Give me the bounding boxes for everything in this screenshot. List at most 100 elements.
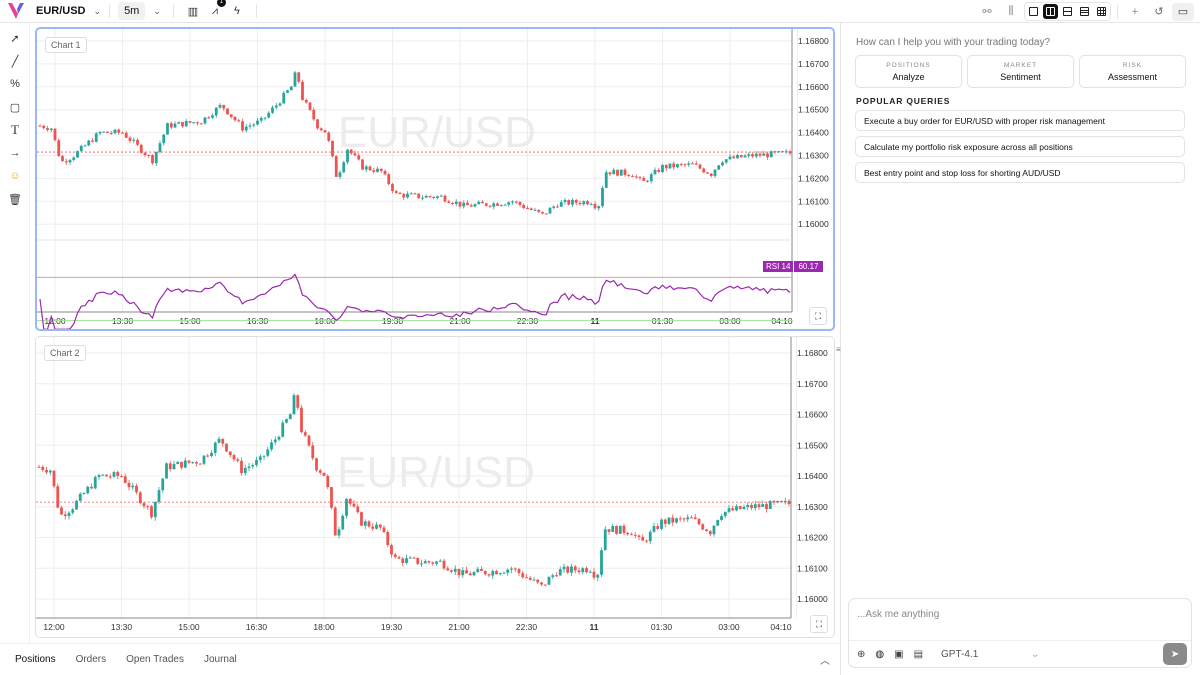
candle-body [420, 563, 423, 565]
candle-body [79, 145, 83, 152]
image-icon[interactable]: ▣ [894, 649, 904, 660]
chart-2-canvas[interactable]: 12:00 13:30 15:00 16:30 18:00 19:30 21:00 22:30… [36, 337, 835, 638]
candle-body [128, 137, 132, 141]
candle-body [199, 123, 203, 125]
card-risk-assessment[interactable]: RISK Assessment [1079, 55, 1186, 88]
candle-body [53, 128, 57, 141]
candle-body [71, 509, 75, 513]
chart-2[interactable]: 12:00 13:30 15:00 16:30 18:00 19:30 21:00 22:30… [35, 336, 835, 638]
send-button[interactable]: ➤ [1163, 643, 1187, 665]
candle-body [196, 122, 199, 124]
timeframe-button[interactable]: 5m [118, 2, 146, 20]
query-item[interactable]: Best entry point and stop loss for short… [855, 162, 1185, 183]
candle-body [176, 461, 180, 465]
query-item[interactable]: Calculate my portfolio risk exposure acr… [855, 136, 1185, 157]
candle-body [769, 151, 773, 158]
globe-icon[interactable]: ⊕ [857, 649, 866, 660]
candle-body [109, 132, 113, 134]
tab-positions[interactable]: Positions [15, 654, 56, 665]
candle-body [706, 172, 709, 174]
chat-input[interactable]: ...Ask me anything ⊕ ◍ ▣ ▤ GPT-4.1 ⌄ ➤ [848, 598, 1192, 668]
chart-type-icon[interactable]: ▥ [187, 5, 199, 18]
query-item[interactable]: Execute a buy order for EUR/USD with pro… [855, 110, 1185, 131]
candle-body [484, 203, 488, 206]
price-tick-label: 1.16300 [798, 151, 829, 161]
candle-body [511, 201, 514, 203]
history-icon[interactable]: ↺ [1154, 6, 1164, 18]
candle-body [544, 213, 548, 215]
text-icon[interactable]: T [11, 122, 19, 137]
price-tick-label: 1.16100 [797, 563, 828, 573]
cursor-icon[interactable]: ➚ [10, 32, 20, 45]
layout-grid-button[interactable] [1094, 4, 1109, 19]
rectangle-icon[interactable]: ▢ [9, 101, 21, 114]
candle-body [394, 191, 398, 193]
candle-body [237, 120, 241, 122]
fullscreen-icon[interactable]: ⛶ [810, 615, 828, 633]
time-tick-label: 01:30 [651, 622, 673, 632]
candle-body [517, 569, 521, 574]
fullscreen-icon[interactable]: ⛶ [809, 307, 827, 325]
candle-body [566, 566, 570, 573]
chat-toggle-icon[interactable]: ▭ [1172, 2, 1194, 21]
candle-body [768, 501, 772, 509]
candle-body [567, 200, 571, 205]
model-selector[interactable]: GPT-4.1 [941, 649, 979, 660]
candle-body [439, 195, 443, 197]
layout-two-columns-button[interactable] [1043, 4, 1058, 19]
time-tick-label: 16:30 [246, 622, 268, 632]
candle-body [721, 162, 724, 166]
tab-open-trades[interactable]: Open Trades [126, 654, 184, 665]
candle-body [416, 557, 420, 564]
candle-body [705, 529, 708, 532]
lightning-icon[interactable]: ϟ [233, 5, 240, 17]
candle-body [296, 395, 300, 408]
candle-body [642, 177, 646, 181]
layout-single-button[interactable] [1026, 4, 1041, 19]
candle-body [496, 203, 499, 206]
time-tick-label: 18:00 [313, 622, 335, 632]
tab-journal[interactable]: Journal [203, 654, 237, 665]
chat-input-placeholder[interactable]: ...Ask me anything [857, 609, 940, 620]
candle-body [292, 395, 296, 415]
layout-three-rows-button[interactable] [1077, 4, 1092, 19]
link-icon[interactable]: ⚯ [982, 6, 992, 18]
layout-two-rows-button[interactable] [1060, 4, 1075, 19]
panel-divider[interactable] [840, 23, 841, 675]
candle-body [271, 107, 274, 113]
symbol-selector[interactable]: EUR/USD [36, 5, 86, 17]
trendline-icon[interactable]: ╱ [11, 55, 19, 68]
arrow-icon[interactable]: → [9, 147, 21, 159]
candle-body [303, 432, 307, 436]
compass-icon[interactable]: ◍ [875, 649, 885, 660]
document-icon[interactable]: ▤ [913, 649, 924, 660]
candle-body [728, 156, 732, 160]
resize-handle-icon[interactable]: ≡ [836, 345, 841, 354]
candle-body [97, 475, 101, 478]
candle-body [783, 501, 787, 503]
chevron-down-icon[interactable]: ⌄ [93, 5, 102, 16]
library-icon[interactable]: ⫼ [1008, 5, 1014, 17]
candle-body [507, 202, 511, 205]
tab-orders[interactable]: Orders [75, 654, 107, 665]
chart-1[interactable]: 12:00 13:30 15:00 16:30 18:00 19:30 21:00 22:30… [35, 27, 835, 331]
timeframe-chevron-icon[interactable]: ⌄ [153, 5, 161, 16]
candle-body [697, 519, 701, 525]
emoji-icon[interactable]: ☺ [9, 170, 21, 182]
chevron-up-icon[interactable]: ︿ [820, 656, 830, 667]
fib-icon[interactable]: % [10, 78, 20, 90]
candle-body [709, 173, 713, 176]
chart-1-canvas[interactable]: 12:00 13:30 15:00 16:30 18:00 19:30 21:00 22:30… [37, 29, 835, 331]
card-market-sentiment[interactable]: MARKET Sentiment [967, 55, 1074, 88]
add-icon[interactable]: + [1131, 5, 1139, 18]
model-chevron-icon[interactable]: ⌄ [1031, 649, 1040, 660]
card-analyze-positions[interactable]: POSITIONS Analyze [855, 55, 962, 88]
candle-body [503, 204, 507, 206]
trash-icon[interactable]: 🗑 [8, 193, 22, 206]
candle-body [312, 109, 316, 120]
candle-body [308, 102, 312, 110]
indicators-icon[interactable]: ⩘ 1 [204, 0, 226, 20]
candle-body [113, 129, 117, 134]
send-icon: ➤ [1170, 648, 1180, 660]
candle-body [192, 122, 196, 124]
